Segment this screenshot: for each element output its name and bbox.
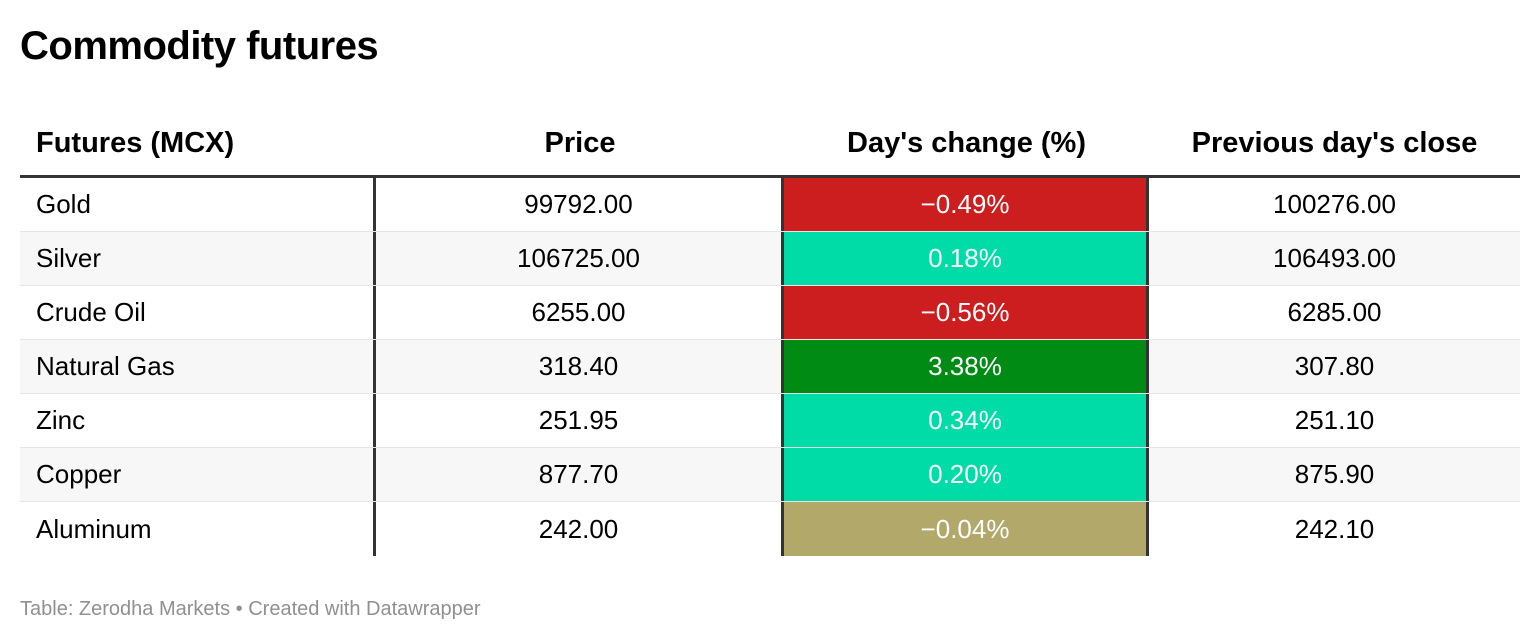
column-header-days-change[interactable]: Day's change (%) [847,127,1086,159]
cell-price: 6255.00 [376,286,784,339]
table-row: Zinc 251.95 0.34% 251.10 [20,394,1520,448]
table-row: Silver 106725.00 0.18% 106493.00 [20,232,1520,286]
source-credit: Table: Zerodha Markets • Created with Da… [20,598,481,620]
cell-price: 877.70 [376,448,784,501]
cell-commodity-name: Gold [20,178,376,231]
table-row: Gold 99792.00 −0.49% 100276.00 [20,178,1520,232]
cell-days-change: −0.49% [784,178,1149,231]
column-header-price[interactable]: Price [544,127,616,159]
commodity-table: Futures (MCX) Price Day's change (%) Pre… [20,112,1520,556]
cell-price: 251.95 [376,394,784,447]
cell-previous-close: 875.90 [1294,459,1375,489]
cell-days-change: 0.34% [784,394,1149,447]
cell-commodity-name: Natural Gas [20,340,376,393]
column-header-futures[interactable]: Futures (MCX) [36,127,235,159]
cell-previous-close: 106493.00 [1273,243,1396,273]
table-body: Gold 99792.00 −0.49% 100276.00 Silver 106725.… [20,178,1520,556]
cell-days-change: −0.56% [784,286,1149,339]
cell-commodity-name: Copper [20,448,376,501]
cell-previous-close: 307.80 [1294,351,1375,381]
table-row: Natural Gas 318.40 3.38% 307.80 [20,340,1520,394]
cell-price: 242.00 [376,502,784,556]
cell-commodity-name: Silver [20,232,376,285]
cell-price: 106725.00 [376,232,784,285]
cell-days-change: −0.04% [784,502,1149,556]
cell-previous-close: 6285.00 [1287,297,1382,327]
cell-commodity-name: Zinc [20,394,376,447]
table-header-row: Futures (MCX) Price Day's change (%) Pre… [20,112,1520,178]
cell-commodity-name: Aluminum [20,502,376,556]
column-header-previous-close[interactable]: Previous day's close [1191,127,1478,159]
cell-days-change: 3.38% [784,340,1149,393]
cell-price: 99792.00 [376,178,784,231]
cell-days-change: 0.20% [784,448,1149,501]
table-row: Crude Oil 6255.00 −0.56% 6285.00 [20,286,1520,340]
page-title: Commodity futures [20,24,379,68]
cell-previous-close: 100276.00 [1273,189,1396,219]
table-row: Copper 877.70 0.20% 875.90 [20,448,1520,502]
cell-previous-close: 251.10 [1294,405,1375,435]
cell-previous-close: 242.10 [1294,513,1375,544]
cell-days-change: 0.18% [784,232,1149,285]
cell-commodity-name: Crude Oil [20,286,376,339]
cell-price: 318.40 [376,340,784,393]
table-row: Aluminum 242.00 −0.04% 242.10 [20,502,1520,556]
